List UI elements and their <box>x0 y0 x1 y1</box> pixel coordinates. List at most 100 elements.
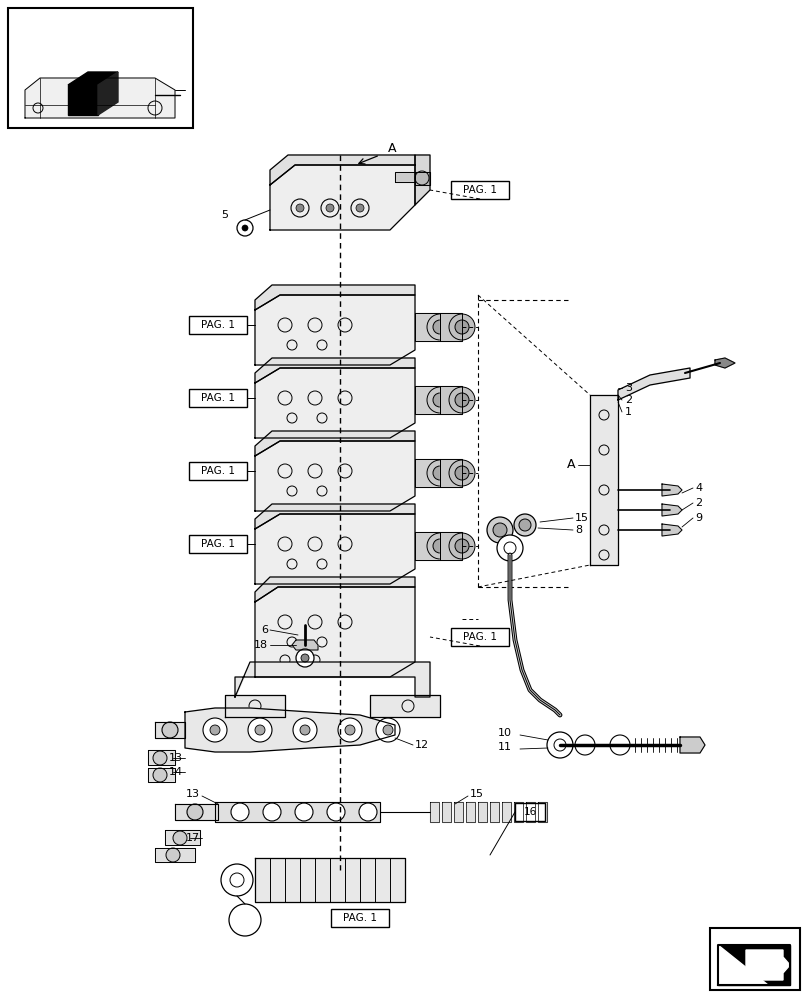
Polygon shape <box>270 155 414 185</box>
Circle shape <box>383 725 393 735</box>
Circle shape <box>247 718 272 742</box>
Polygon shape <box>255 441 414 511</box>
Circle shape <box>574 735 594 755</box>
Text: 13: 13 <box>186 789 200 799</box>
Circle shape <box>355 204 363 212</box>
Polygon shape <box>661 504 681 516</box>
Polygon shape <box>745 950 789 980</box>
Polygon shape <box>255 368 414 438</box>
Polygon shape <box>165 830 200 845</box>
Polygon shape <box>440 386 461 414</box>
Polygon shape <box>255 431 414 456</box>
Circle shape <box>487 517 513 543</box>
Polygon shape <box>394 172 414 182</box>
Text: 17: 17 <box>186 833 200 843</box>
Bar <box>514 803 544 821</box>
Text: 14: 14 <box>169 767 182 777</box>
Polygon shape <box>255 295 414 365</box>
Polygon shape <box>440 532 461 560</box>
Polygon shape <box>478 802 487 822</box>
Text: 10: 10 <box>497 728 512 738</box>
Circle shape <box>448 314 474 340</box>
Polygon shape <box>68 72 118 85</box>
Circle shape <box>263 803 281 821</box>
Polygon shape <box>234 662 430 697</box>
Bar <box>189 316 247 334</box>
Text: PAG. 1: PAG. 1 <box>462 632 496 642</box>
Bar <box>450 181 508 199</box>
Circle shape <box>427 533 453 559</box>
Circle shape <box>294 803 312 821</box>
Polygon shape <box>155 848 195 862</box>
Circle shape <box>553 739 565 751</box>
Bar <box>331 909 388 927</box>
Polygon shape <box>255 514 414 584</box>
Circle shape <box>358 803 376 821</box>
Circle shape <box>454 539 469 553</box>
Circle shape <box>229 904 260 936</box>
Text: PAG. 1: PAG. 1 <box>462 185 496 195</box>
Polygon shape <box>414 313 440 341</box>
Circle shape <box>432 393 446 407</box>
Bar <box>709 928 799 990</box>
Text: 6: 6 <box>260 625 268 635</box>
Circle shape <box>299 725 310 735</box>
Polygon shape <box>255 577 414 602</box>
Bar <box>189 535 247 553</box>
Circle shape <box>337 718 362 742</box>
Polygon shape <box>453 802 462 822</box>
Circle shape <box>345 725 354 735</box>
Bar <box>450 628 508 646</box>
Polygon shape <box>175 804 217 820</box>
Polygon shape <box>717 945 767 985</box>
Polygon shape <box>501 802 510 822</box>
Text: 2: 2 <box>624 395 631 405</box>
Text: 15: 15 <box>574 513 588 523</box>
Text: 13: 13 <box>169 753 182 763</box>
Circle shape <box>432 539 446 553</box>
Polygon shape <box>414 386 440 414</box>
Polygon shape <box>679 737 704 753</box>
Circle shape <box>432 466 446 480</box>
Circle shape <box>454 393 469 407</box>
Polygon shape <box>590 395 617 565</box>
Text: 4: 4 <box>694 483 702 493</box>
Circle shape <box>296 649 314 667</box>
Polygon shape <box>270 165 414 230</box>
Polygon shape <box>255 285 414 310</box>
Circle shape <box>504 542 515 554</box>
Circle shape <box>296 204 303 212</box>
Circle shape <box>293 718 316 742</box>
Circle shape <box>173 831 187 845</box>
Circle shape <box>152 751 167 765</box>
Circle shape <box>427 314 453 340</box>
Text: 18: 18 <box>254 640 268 650</box>
Circle shape <box>230 873 243 887</box>
Polygon shape <box>617 368 689 400</box>
Bar <box>189 389 247 407</box>
Circle shape <box>513 514 535 536</box>
Polygon shape <box>526 802 534 822</box>
Polygon shape <box>414 532 440 560</box>
Polygon shape <box>68 85 98 115</box>
Circle shape <box>432 320 446 334</box>
Polygon shape <box>441 802 450 822</box>
Polygon shape <box>292 640 318 650</box>
Text: 8: 8 <box>574 525 581 535</box>
Polygon shape <box>717 945 789 985</box>
Circle shape <box>162 722 178 738</box>
Circle shape <box>210 725 220 735</box>
Circle shape <box>427 387 453 413</box>
Polygon shape <box>148 750 175 765</box>
Text: PAG. 1: PAG. 1 <box>201 466 234 476</box>
Text: 3: 3 <box>624 383 631 393</box>
Polygon shape <box>370 695 440 717</box>
Circle shape <box>301 654 309 662</box>
Text: 2: 2 <box>694 498 702 508</box>
Text: A: A <box>566 458 574 472</box>
Circle shape <box>375 718 400 742</box>
Polygon shape <box>538 802 547 822</box>
Circle shape <box>427 460 453 486</box>
Polygon shape <box>714 358 734 368</box>
Text: A: A <box>388 141 396 154</box>
